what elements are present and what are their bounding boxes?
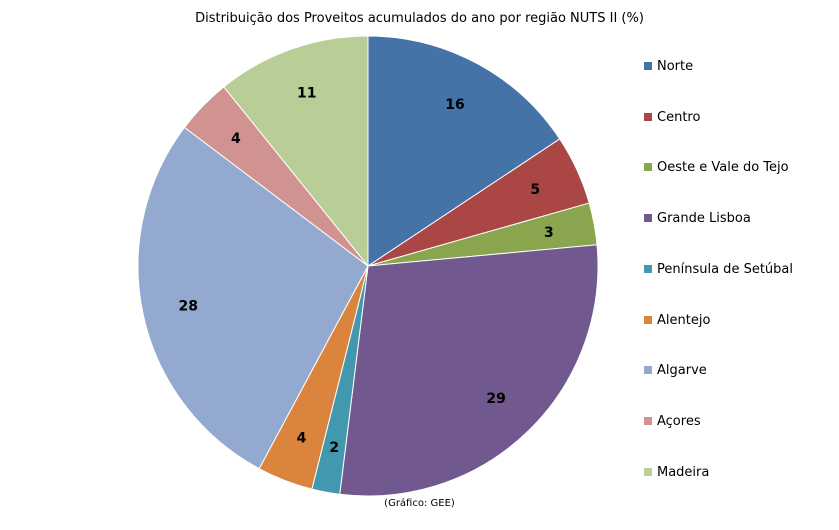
legend-label-madeira: Madeira [657, 464, 710, 480]
legend-item-centro: Centro [640, 108, 830, 148]
pie-slices [137, 35, 599, 497]
legend-swatch-algarve [644, 366, 652, 375]
legend-swatch-norte [644, 62, 652, 70]
data-label-oeste-e-vale-do-tejo: 3 [544, 225, 554, 241]
data-label-centro: 5 [530, 182, 540, 198]
legend-label-centro: Centro [657, 109, 701, 125]
chart-title: Distribuição dos Proveitos acumulados do… [195, 11, 644, 26]
legend-label-algarve: Algarve [657, 363, 707, 379]
pie-slice-grande-lisboa [339, 244, 599, 497]
legend-item-grande-lisboa: Grande Lisboa [640, 209, 830, 249]
legend-label-norte: Norte [657, 59, 694, 74]
legend-item-norte: Norte [640, 57, 830, 97]
legend-label-grande-lisboa: Grande Lisboa [657, 211, 751, 227]
legend-label-peninsula-de-setubal: Península de Setúbal [657, 261, 793, 277]
legend-item-alentejo: Alentejo [640, 311, 830, 351]
legend-item-madeira: Madeira [640, 463, 830, 503]
legend-item-algarve: Algarve [640, 361, 830, 401]
legend-swatch-alentejo [644, 315, 652, 324]
legend-swatch-madeira [644, 467, 652, 476]
legend-item-oeste-e-vale-do-tejo: Oeste e Vale do Tejo [640, 158, 830, 198]
data-label-algarve: 28 [179, 298, 198, 314]
data-label-norte: 16 [445, 97, 464, 113]
data-label-peninsula-de-setubal: 2 [329, 440, 339, 456]
chart-source-note: (Gráfico: GEE) [384, 498, 455, 509]
legend-item-acores: Açores [640, 412, 830, 452]
pie-slice-norte [367, 35, 561, 267]
pie-data-labels: 16 5 3 29 2 4 28 4 11 [179, 86, 554, 456]
data-label-acores: 4 [231, 131, 241, 147]
legend-label-acores: Açores [657, 413, 701, 429]
legend-swatch-grande-lisboa [644, 214, 652, 223]
data-label-madeira: 11 [297, 86, 316, 102]
data-label-grande-lisboa: 29 [486, 391, 505, 407]
legend-label-alentejo: Alentejo [657, 312, 711, 328]
legend-swatch-acores [644, 416, 652, 425]
legend-swatch-peninsula-de-setubal [644, 264, 652, 273]
legend-swatch-oeste-e-vale-do-tejo [644, 163, 652, 172]
legend-label-oeste-e-vale-do-tejo: Oeste e Vale do Tejo [657, 160, 789, 176]
pie-slice-madeira [223, 35, 369, 268]
legend-item-peninsula-de-setubal: Península de Setúbal [640, 260, 830, 300]
pie-slice-algarve [137, 126, 369, 470]
data-label-alentejo: 4 [297, 431, 307, 447]
legend-swatch-centro [644, 112, 652, 121]
